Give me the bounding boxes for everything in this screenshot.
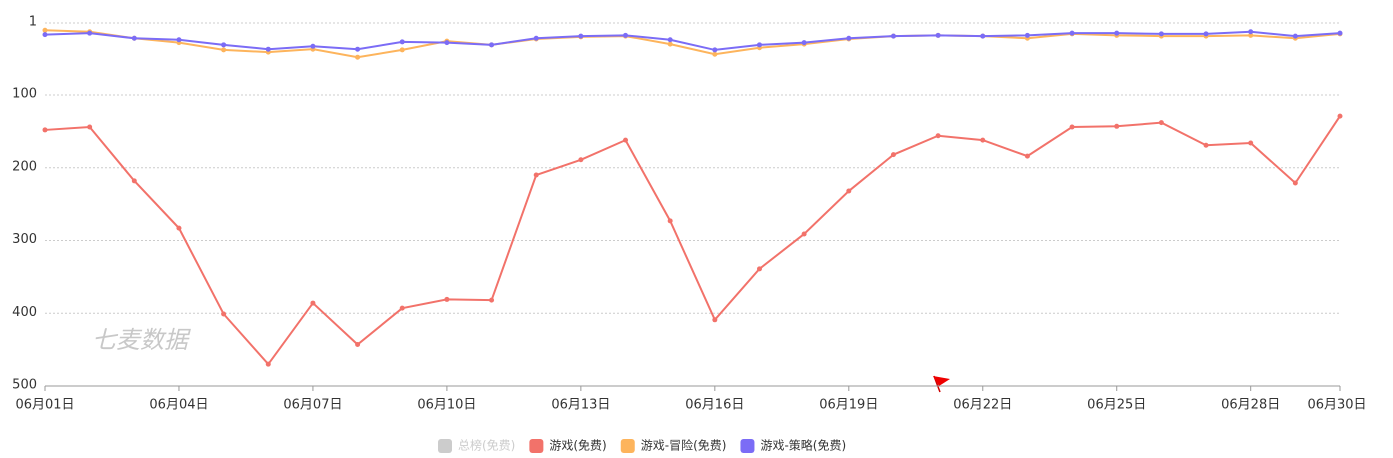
y-tick-label: 200 (12, 159, 37, 174)
data-point (890, 152, 896, 158)
x-tick-label: 06月07日 (283, 398, 342, 413)
x-tick-label: 06月10日 (417, 398, 476, 413)
data-point (1024, 153, 1030, 159)
y-tick-label: 500 (12, 378, 37, 393)
data-point (355, 46, 361, 52)
data-point (131, 178, 137, 184)
x-tick-label: 06月28日 (1221, 398, 1280, 413)
legend-swatch[interactable] (740, 439, 755, 453)
data-point (42, 127, 48, 133)
data-point (310, 43, 316, 49)
series-line (44, 29, 1341, 59)
y-tick-label: 300 (12, 232, 37, 247)
data-point (1069, 124, 1075, 130)
data-point (1158, 31, 1164, 37)
y-tick-label: 400 (12, 305, 37, 320)
data-point (265, 361, 271, 367)
data-point (131, 35, 137, 41)
data-point (935, 133, 941, 139)
x-tick-label: 06月22日 (953, 398, 1012, 413)
y-tick-label: 100 (12, 87, 37, 102)
data-point (890, 33, 896, 39)
data-point (712, 47, 718, 53)
data-point (1292, 33, 1298, 39)
data-point (533, 35, 539, 41)
data-point (667, 37, 673, 43)
data-point (87, 30, 93, 36)
data-point (846, 188, 852, 194)
x-tick-label: 06月19日 (819, 398, 878, 413)
y-tick-label: 1 (29, 15, 37, 30)
legend-swatch[interactable] (529, 439, 544, 453)
legend-label[interactable]: 游戏-策略(免费) (760, 438, 846, 453)
legend-swatch[interactable] (438, 439, 452, 453)
x-tick-label: 06月25日 (1087, 398, 1146, 413)
data-point (1248, 140, 1254, 146)
legend-label[interactable]: 游戏-冒险(免费) (641, 438, 727, 453)
data-point (533, 172, 539, 178)
data-point (1069, 30, 1075, 36)
data-point (176, 37, 182, 43)
data-point (980, 33, 986, 39)
data-point (42, 27, 48, 33)
data-point (578, 157, 584, 163)
data-point (1248, 29, 1254, 35)
x-tick-label: 06月13日 (551, 398, 610, 413)
data-point (1248, 32, 1254, 38)
data-point (712, 51, 718, 57)
data-point (1203, 31, 1209, 37)
x-tick-label: 06月04日 (149, 398, 208, 413)
data-point (1024, 32, 1030, 38)
data-point (1292, 180, 1298, 186)
data-point (667, 41, 673, 47)
data-point (444, 40, 450, 46)
data-point (489, 42, 495, 48)
data-point (1337, 113, 1343, 119)
data-point (221, 311, 227, 317)
data-point (399, 39, 405, 45)
legend-label[interactable]: 总榜(免费) (458, 438, 515, 453)
data-point (980, 137, 986, 143)
data-point (1203, 142, 1209, 148)
data-point (444, 296, 450, 302)
data-point (1337, 30, 1343, 36)
legend-label[interactable]: 游戏(免费) (549, 438, 606, 453)
data-point (935, 32, 941, 38)
data-point (399, 305, 405, 311)
data-point (42, 32, 48, 38)
x-tick-label: 06月01日 (15, 398, 74, 413)
data-point (355, 342, 361, 348)
series-line (44, 115, 1341, 366)
x-tick-label: 06月16日 (685, 398, 744, 413)
data-point (578, 33, 584, 39)
data-point (221, 42, 227, 48)
data-point (399, 47, 405, 53)
data-point (756, 266, 762, 272)
data-point (176, 225, 182, 231)
data-point (801, 231, 807, 237)
data-point (712, 317, 718, 323)
data-point (846, 35, 852, 41)
data-point (310, 300, 316, 306)
data-point (623, 137, 629, 143)
data-point (756, 42, 762, 48)
x-tick-label: 06月30日 (1307, 398, 1366, 413)
data-point (221, 47, 227, 53)
watermark: 七麦数据 (92, 326, 191, 354)
data-point (801, 40, 807, 46)
data-point (667, 218, 673, 224)
series-line (44, 30, 1341, 51)
data-point (489, 297, 495, 303)
flag-icon (933, 375, 950, 393)
data-point (623, 32, 629, 38)
legend-swatch[interactable] (620, 439, 635, 453)
data-point (1114, 30, 1120, 36)
data-point (1114, 123, 1120, 129)
data-point (87, 124, 93, 130)
data-point (1158, 120, 1164, 126)
data-point (265, 46, 271, 52)
data-point (355, 54, 361, 60)
